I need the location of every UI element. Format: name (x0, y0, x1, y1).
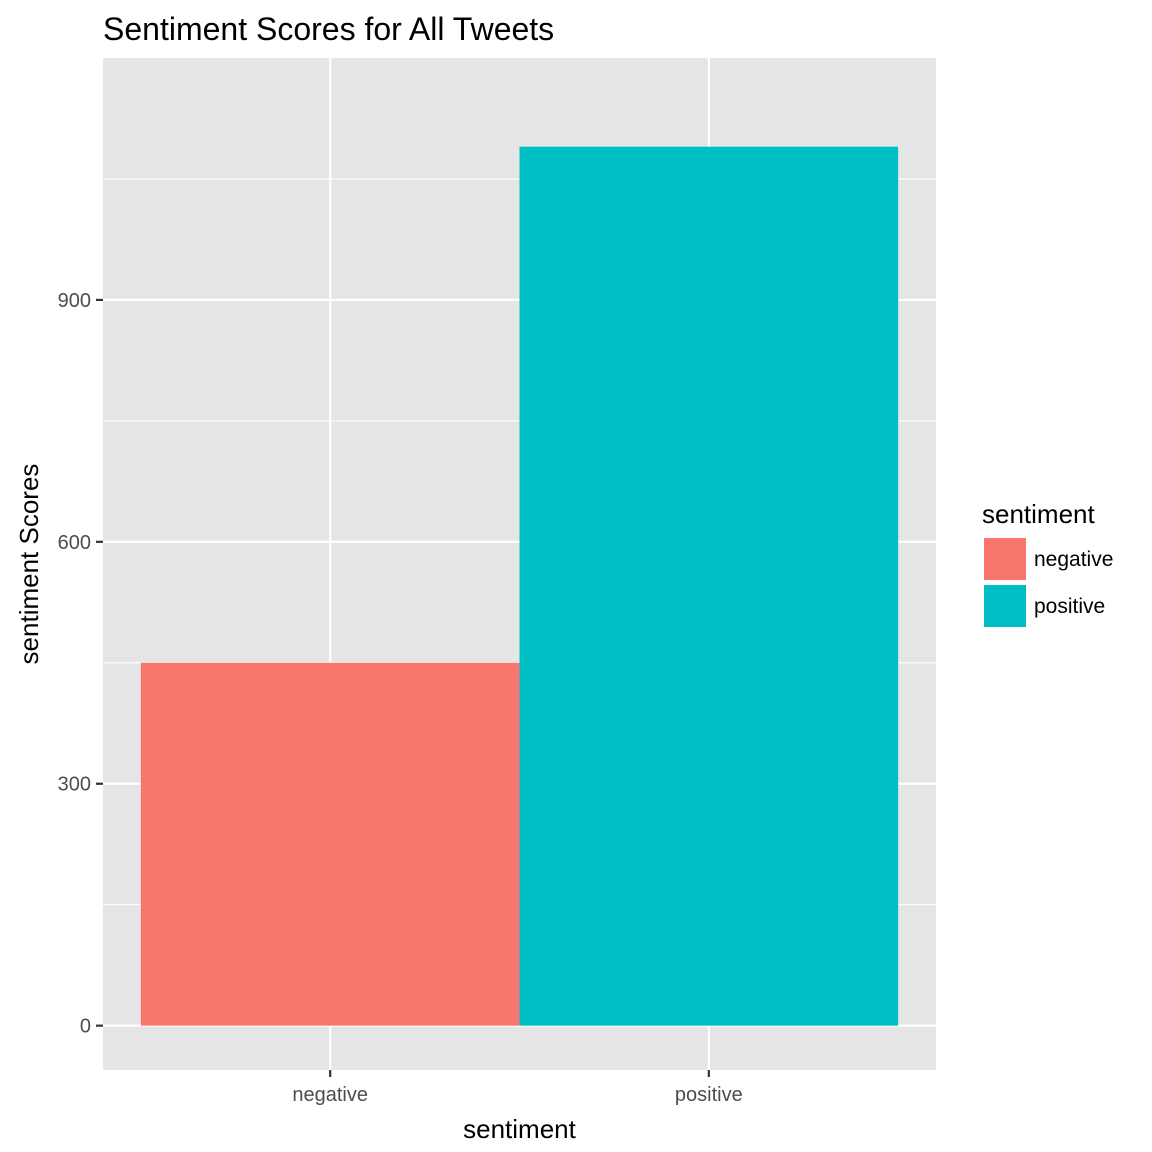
x-axis-title: sentiment (463, 1114, 576, 1144)
x-axis: negative positive (292, 1070, 743, 1106)
y-tick-label: 900 (58, 290, 91, 312)
legend-label-negative: negative (1034, 548, 1113, 571)
y-tick-label: 0 (80, 1016, 91, 1038)
y-axis: 0 300 600 900 (58, 290, 103, 1038)
x-tick-label: positive (675, 1084, 743, 1106)
chart-title: Sentiment Scores for All Tweets (103, 11, 554, 47)
legend-key-positive (984, 585, 1026, 627)
legend: sentiment negative positive (982, 499, 1113, 627)
y-tick-label: 600 (58, 532, 91, 554)
legend-key-negative (984, 538, 1026, 580)
bar-positive (519, 146, 899, 1026)
y-tick-label: 300 (58, 774, 91, 796)
bar-negative (140, 662, 520, 1026)
bars (140, 146, 899, 1026)
x-tick-label: negative (292, 1084, 368, 1106)
legend-label-positive: positive (1034, 595, 1105, 618)
legend-title: sentiment (982, 499, 1095, 529)
legend-items: negative positive (984, 538, 1113, 627)
y-axis-title: sentiment Scores (14, 464, 44, 665)
